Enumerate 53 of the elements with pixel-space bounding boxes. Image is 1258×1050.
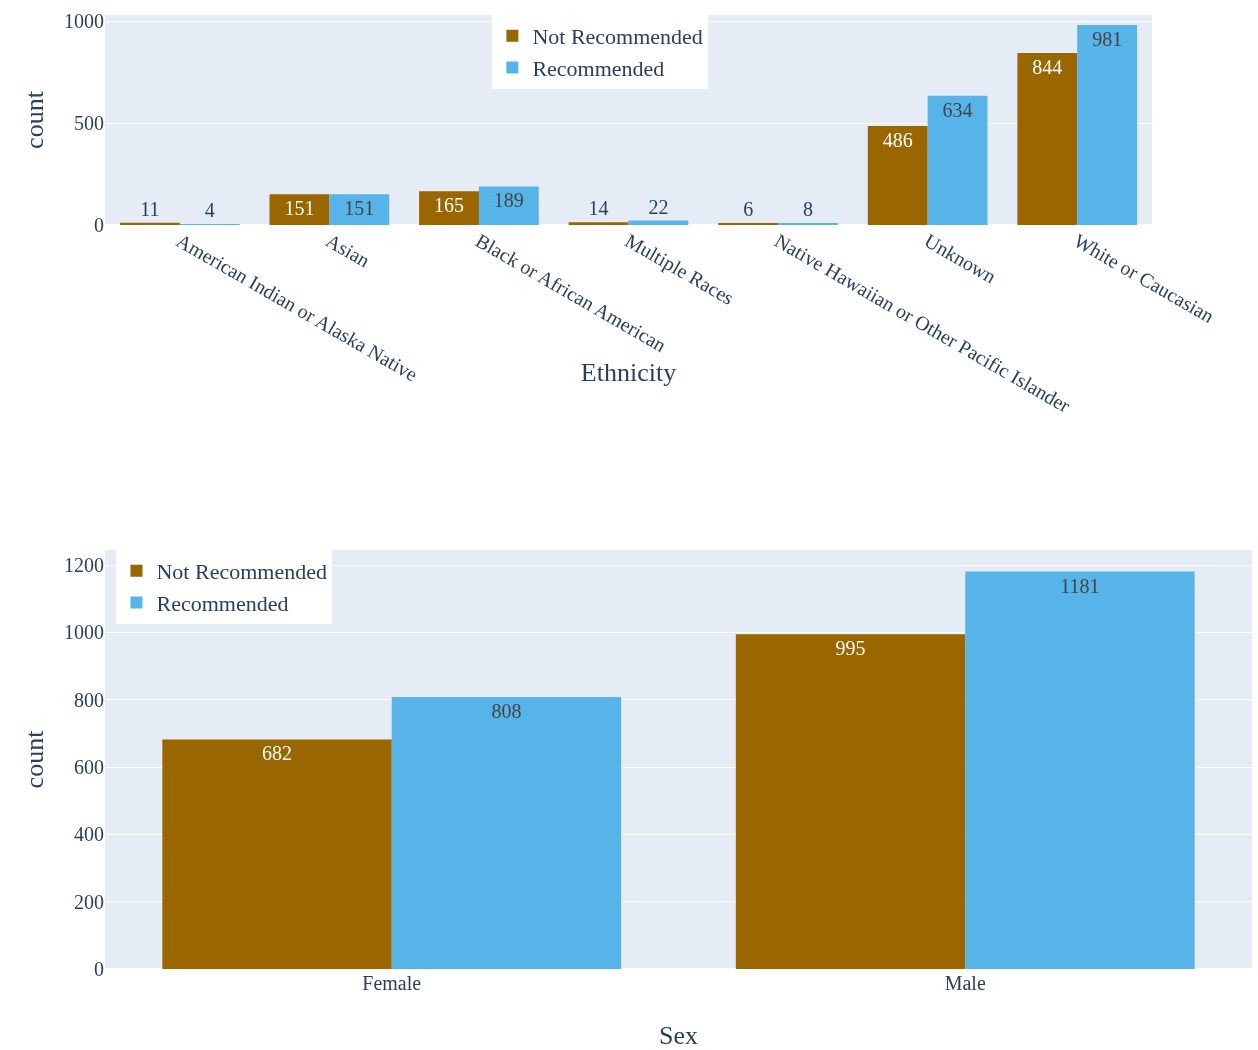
data-label: 634 (942, 98, 973, 121)
data-label: 486 (882, 128, 913, 151)
data-label: 189 (493, 189, 524, 212)
data-label: 8 (802, 198, 813, 220)
data-label: 808 (491, 700, 522, 723)
y-tick-label: 200 (74, 890, 104, 913)
bar (1077, 24, 1138, 225)
x-axis-title: Ethnicity (580, 358, 677, 388)
bar (119, 222, 180, 225)
bar (867, 125, 928, 225)
data-label: 844 (1032, 55, 1063, 78)
y-tick-label: 1200 (64, 554, 104, 577)
bar (568, 222, 629, 225)
data-label: 151 (344, 197, 375, 220)
data-label: 151 (284, 197, 315, 220)
data-label: 682 (262, 742, 293, 765)
data-label: 6 (743, 198, 754, 220)
x-tick-label: Male (944, 972, 986, 994)
y-tick-label: 1000 (64, 10, 104, 33)
y-tick-label: 1000 (64, 621, 104, 644)
data-label: 165 (434, 194, 465, 217)
data-label: 22 (648, 195, 669, 218)
x-axis-title: Sex (659, 1021, 698, 1050)
y-tick-label: 500 (74, 112, 104, 135)
bar (1017, 52, 1078, 225)
bar (965, 571, 1195, 969)
bar (329, 194, 390, 225)
y-tick-label: 400 (74, 823, 104, 846)
y-axis-title: count (20, 90, 49, 149)
bar (269, 194, 330, 225)
bar (927, 95, 988, 225)
y-tick-label: 600 (74, 756, 104, 779)
x-tick-label: Female (362, 972, 422, 994)
bar (162, 739, 392, 969)
data-label: 981 (1092, 27, 1123, 50)
bar (478, 186, 539, 225)
x-tick-label: Asian (322, 229, 374, 272)
legend-label: Not Recommended (532, 24, 703, 50)
data-label: 4 (204, 199, 215, 221)
y-tick-label: 0 (94, 214, 104, 236)
data-label: 1181 (1060, 574, 1100, 597)
legend-label: Recommended (532, 55, 665, 81)
y-axis-title: count (20, 729, 49, 789)
data-label: 995 (835, 637, 866, 660)
bar (419, 191, 479, 225)
legend-label: Not Recommended (156, 559, 327, 585)
bar (735, 634, 966, 969)
data-label: 11 (140, 197, 160, 220)
y-tick-label: 0 (94, 958, 104, 980)
data-label: 14 (588, 197, 609, 220)
legend-label: Recommended (156, 590, 289, 616)
y-tick-label: 800 (74, 688, 104, 711)
bar (391, 697, 622, 969)
